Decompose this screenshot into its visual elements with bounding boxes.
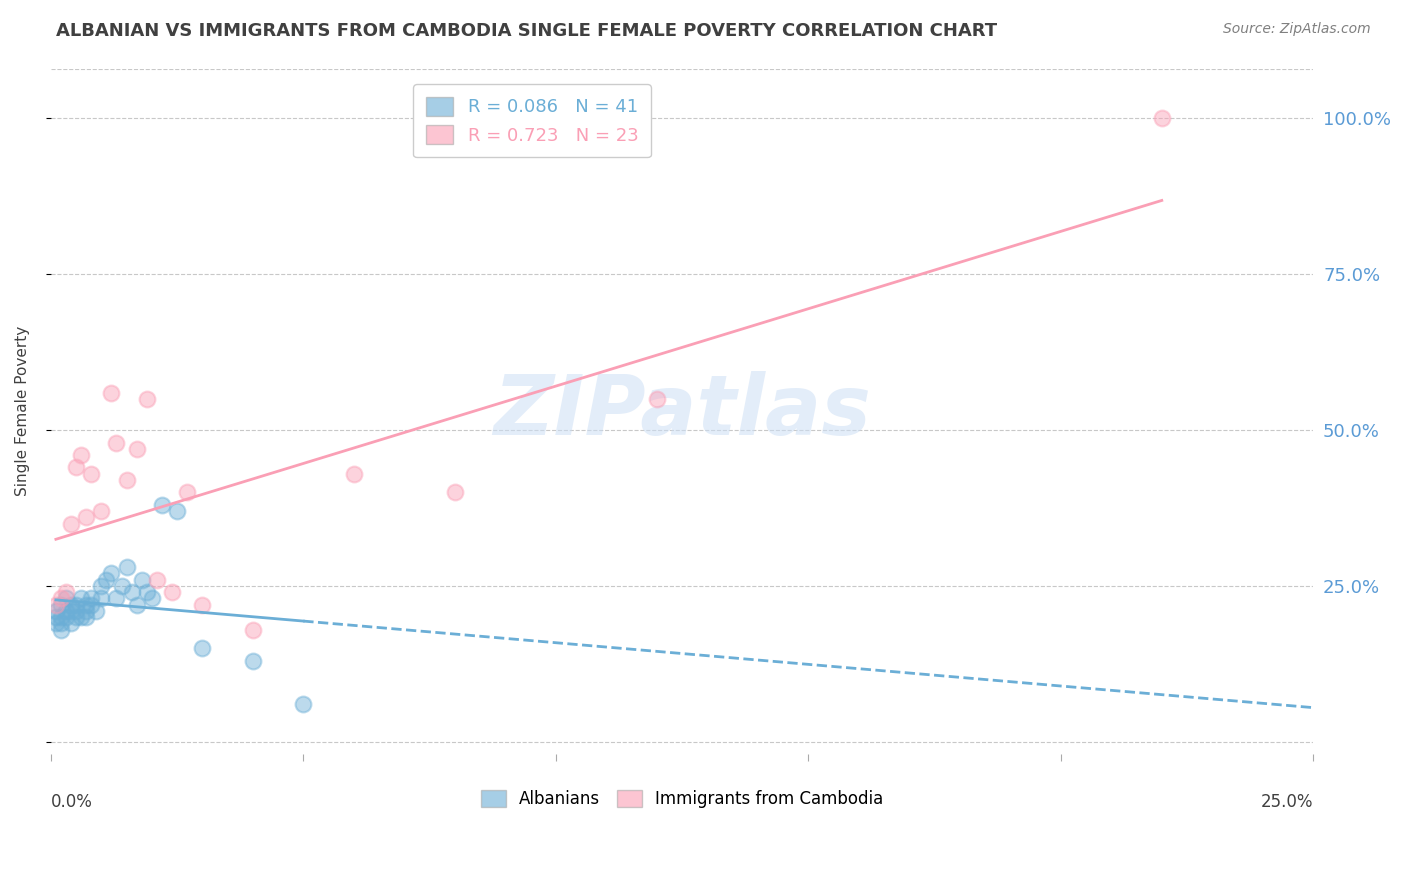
Point bbox=[70, 610, 93, 624]
Point bbox=[115, 473, 138, 487]
Point bbox=[90, 504, 112, 518]
Point bbox=[110, 579, 132, 593]
Point bbox=[55, 610, 77, 624]
Point bbox=[131, 573, 153, 587]
Point bbox=[45, 616, 67, 631]
Point bbox=[100, 385, 122, 400]
Point bbox=[80, 467, 103, 481]
Point bbox=[645, 392, 668, 406]
Point bbox=[65, 598, 87, 612]
Point bbox=[105, 591, 128, 606]
Text: 25.0%: 25.0% bbox=[1261, 793, 1313, 811]
Point bbox=[242, 623, 264, 637]
Point bbox=[75, 610, 97, 624]
Point bbox=[100, 566, 122, 581]
Point bbox=[1150, 112, 1173, 126]
Text: 0.0%: 0.0% bbox=[51, 793, 93, 811]
Point bbox=[176, 485, 198, 500]
Point bbox=[135, 585, 157, 599]
Point bbox=[60, 604, 83, 618]
Point bbox=[60, 616, 83, 631]
Point bbox=[242, 654, 264, 668]
Point bbox=[55, 591, 77, 606]
Point bbox=[121, 585, 143, 599]
Point bbox=[160, 585, 183, 599]
Point bbox=[191, 641, 214, 656]
Point bbox=[75, 598, 97, 612]
Legend: Albanians, Immigrants from Cambodia: Albanians, Immigrants from Cambodia bbox=[474, 783, 890, 814]
Point bbox=[191, 598, 214, 612]
Point bbox=[90, 591, 112, 606]
Point bbox=[65, 610, 87, 624]
Point bbox=[90, 579, 112, 593]
Point bbox=[75, 510, 97, 524]
Point bbox=[49, 610, 72, 624]
Point bbox=[166, 504, 188, 518]
Point bbox=[135, 392, 157, 406]
Point bbox=[55, 585, 77, 599]
Point bbox=[55, 604, 77, 618]
Point bbox=[80, 598, 103, 612]
Point bbox=[65, 460, 87, 475]
Point bbox=[49, 598, 72, 612]
Point bbox=[125, 598, 148, 612]
Point bbox=[292, 698, 315, 712]
Text: ALBANIAN VS IMMIGRANTS FROM CAMBODIA SINGLE FEMALE POVERTY CORRELATION CHART: ALBANIAN VS IMMIGRANTS FROM CAMBODIA SIN… bbox=[56, 22, 997, 40]
Point bbox=[150, 498, 173, 512]
Point bbox=[70, 448, 93, 462]
Point bbox=[96, 573, 118, 587]
Point bbox=[49, 591, 72, 606]
Y-axis label: Single Female Poverty: Single Female Poverty bbox=[15, 326, 30, 497]
Point bbox=[146, 573, 169, 587]
Point bbox=[105, 435, 128, 450]
Point bbox=[125, 442, 148, 456]
Point bbox=[343, 467, 366, 481]
Point bbox=[60, 516, 83, 531]
Point bbox=[45, 598, 67, 612]
Text: Source: ZipAtlas.com: Source: ZipAtlas.com bbox=[1223, 22, 1371, 37]
Point bbox=[80, 591, 103, 606]
Point bbox=[65, 604, 87, 618]
Point bbox=[443, 485, 465, 500]
Point bbox=[45, 610, 67, 624]
Point bbox=[115, 560, 138, 574]
Point bbox=[75, 604, 97, 618]
Point bbox=[84, 604, 107, 618]
Point bbox=[49, 616, 72, 631]
Point bbox=[45, 604, 67, 618]
Point bbox=[49, 623, 72, 637]
Point bbox=[60, 598, 83, 612]
Text: ZIPatlas: ZIPatlas bbox=[494, 371, 870, 452]
Point bbox=[70, 591, 93, 606]
Point bbox=[141, 591, 163, 606]
